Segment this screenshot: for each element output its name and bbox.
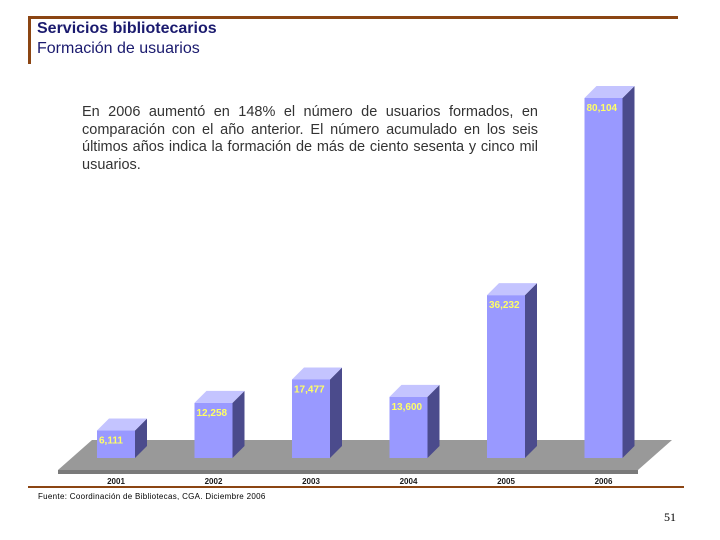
bar-top [584, 86, 635, 98]
page-title: Servicios bibliotecarios [37, 20, 217, 37]
bar [487, 295, 525, 458]
title-block: Servicios bibliotecarios Formación de us… [28, 16, 681, 64]
page-number: 51 [664, 510, 676, 524]
bar-top [194, 390, 245, 403]
x-tick-label: 2006 [595, 477, 613, 486]
bar-side [135, 418, 147, 458]
bar-side [330, 367, 342, 458]
bar-top [97, 418, 147, 431]
page-subtitle: Formación de usuarios [37, 40, 200, 57]
x-tick-label: 2001 [107, 477, 125, 486]
bar [292, 379, 330, 458]
data-label: 12,258 [197, 408, 228, 419]
bar-top [487, 283, 537, 296]
bar-side [525, 283, 537, 458]
x-tick-label: 2003 [302, 477, 320, 486]
data-label: 13,600 [392, 402, 423, 413]
bar [389, 396, 428, 458]
bar-top [292, 367, 342, 380]
chart-floor-edge [58, 470, 638, 474]
bar [194, 402, 233, 458]
chart-floor [58, 440, 672, 470]
title-rule [28, 16, 678, 19]
bar-side [232, 390, 245, 458]
bar [584, 98, 623, 458]
data-label: 36,232 [489, 300, 520, 311]
description-text: En 2006 aumentó en 148% el número de usu… [82, 104, 538, 173]
x-tick-label: 2002 [205, 477, 223, 486]
footer-rule [28, 486, 684, 488]
x-tick-label: 2004 [400, 477, 418, 486]
bar-side [427, 384, 440, 458]
bar [97, 430, 135, 458]
source-note: Fuente: Coordinación de Bibliotecas, CGA… [38, 492, 266, 501]
data-label: 6,111 [99, 436, 123, 447]
data-label: 17,477 [294, 384, 325, 395]
bar-top [389, 384, 440, 397]
x-tick-label: 2005 [497, 477, 515, 486]
bar-side [622, 86, 635, 458]
data-label: 80,104 [587, 103, 618, 114]
